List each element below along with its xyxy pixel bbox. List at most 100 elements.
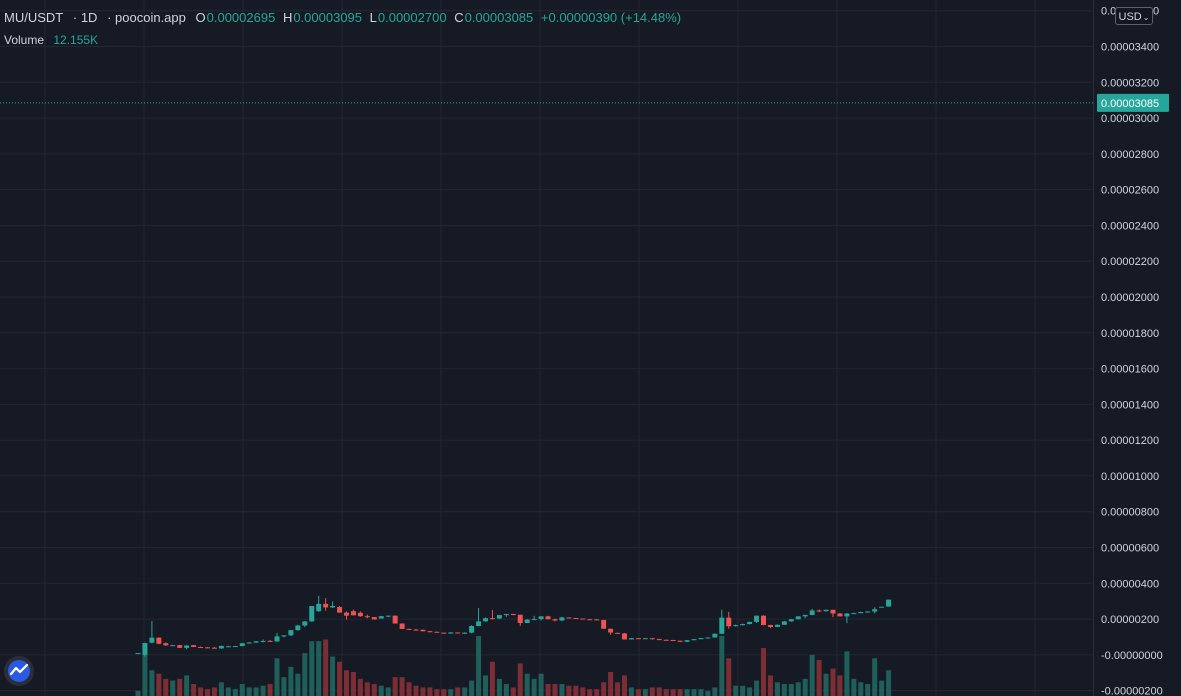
volume-bar	[670, 689, 676, 696]
price-tick-label: 0.00000200	[1101, 614, 1159, 626]
candle-body	[622, 633, 627, 640]
candle-body	[726, 617, 732, 627]
candle-body	[795, 616, 801, 620]
price-tick-label: 0.00003400	[1101, 42, 1159, 54]
volume-bar	[594, 689, 600, 696]
candle-body	[712, 633, 718, 638]
price-tick-label: 0.00000600	[1101, 542, 1159, 554]
volume-bar	[392, 677, 398, 696]
candle-body	[531, 619, 537, 621]
candle-body	[740, 624, 746, 626]
chevron-down-icon: ⌄	[1142, 13, 1150, 22]
volume-bar	[191, 684, 197, 696]
interval-label[interactable]: 1D	[80, 10, 98, 25]
candle-body	[448, 632, 454, 634]
volume-bar	[886, 670, 892, 696]
candle-body	[767, 624, 773, 627]
price-tick-label: 0.00002000	[1101, 292, 1159, 304]
candle-body	[309, 606, 315, 622]
candle-body	[489, 618, 495, 620]
volume-bar	[781, 684, 787, 696]
candle-body	[566, 617, 572, 619]
volume-bar	[795, 682, 801, 696]
candle-body	[163, 643, 169, 646]
candle-body	[232, 646, 238, 648]
candle-body	[656, 639, 662, 641]
candle-body	[552, 619, 558, 621]
candle-body	[302, 621, 308, 626]
volume-bar	[628, 687, 634, 696]
candle-body	[886, 599, 892, 607]
volume-value: 12.155K	[53, 33, 99, 47]
volume-bar	[552, 684, 558, 696]
candle-body	[719, 617, 725, 634]
candle-body	[156, 637, 162, 644]
volume-bar	[344, 670, 349, 696]
candle-body	[517, 614, 523, 624]
price-tick-label: 0.00001400	[1101, 399, 1159, 411]
candle-body	[510, 614, 516, 616]
volume-bar	[427, 687, 433, 696]
symbol-label[interactable]: MU/USDT	[4, 10, 64, 25]
volume-bar	[761, 648, 766, 696]
volume-bar	[177, 678, 183, 696]
volume-bar	[476, 636, 482, 696]
candle-body	[830, 609, 836, 614]
volume-bar	[253, 687, 259, 696]
candle-body	[462, 632, 468, 634]
volume-bar	[642, 689, 648, 696]
candle-body	[170, 645, 176, 647]
volume-bar	[851, 678, 857, 696]
volume-bar	[747, 687, 753, 696]
volume-bar	[531, 678, 537, 696]
candle-body	[601, 619, 607, 629]
volume-bar	[635, 689, 641, 696]
volume-bar	[879, 680, 885, 696]
candle-body	[399, 623, 405, 629]
volume-bar	[260, 685, 266, 696]
candle-body	[844, 613, 850, 617]
candle-body	[594, 619, 600, 621]
candle-body	[781, 621, 787, 625]
candle-body	[469, 626, 475, 633]
price-tick-label: -0.00000200	[1101, 686, 1163, 696]
candle-body	[357, 612, 363, 617]
candle-body	[344, 612, 349, 616]
candle-body	[788, 619, 794, 622]
volume-bar	[698, 689, 704, 696]
volume-bar	[496, 678, 502, 696]
volume-bar	[608, 672, 614, 696]
currency-selector[interactable]: USD⌄	[1115, 7, 1153, 25]
candle-body	[733, 625, 739, 627]
volume-bar	[205, 689, 210, 696]
currency-label: USD	[1118, 11, 1142, 23]
volume-bar	[462, 687, 468, 696]
candle-body	[809, 610, 815, 615]
candle-body	[559, 617, 565, 621]
tradingview-logo-button[interactable]	[4, 656, 34, 686]
price-tick-label: 0.00002800	[1101, 149, 1159, 161]
candle-body	[177, 645, 183, 648]
candle-body	[184, 645, 190, 648]
source-label: poocoin.app	[115, 10, 186, 25]
candle-body	[350, 611, 356, 616]
candle-body	[225, 646, 231, 648]
candle-body	[538, 616, 544, 620]
candle-body	[496, 615, 502, 619]
volume-bar	[524, 673, 530, 696]
volume-bar	[774, 682, 780, 696]
volume-bar	[135, 690, 141, 696]
volume-bar	[566, 685, 572, 696]
volume-bar	[545, 684, 551, 696]
candle-body	[288, 630, 294, 636]
volume-bar	[483, 675, 488, 696]
price-axis: 0.000036000.000034000.000032000.00003000…	[1093, 0, 1169, 696]
candle-body	[371, 617, 377, 620]
volume-bar	[218, 682, 224, 696]
volume-bar	[726, 658, 732, 696]
candle-body	[253, 641, 259, 643]
volume-bar	[823, 673, 829, 696]
volume-legend: Volume 12.155K	[4, 32, 98, 48]
volume-bar	[302, 653, 308, 696]
candle-body	[677, 640, 683, 642]
